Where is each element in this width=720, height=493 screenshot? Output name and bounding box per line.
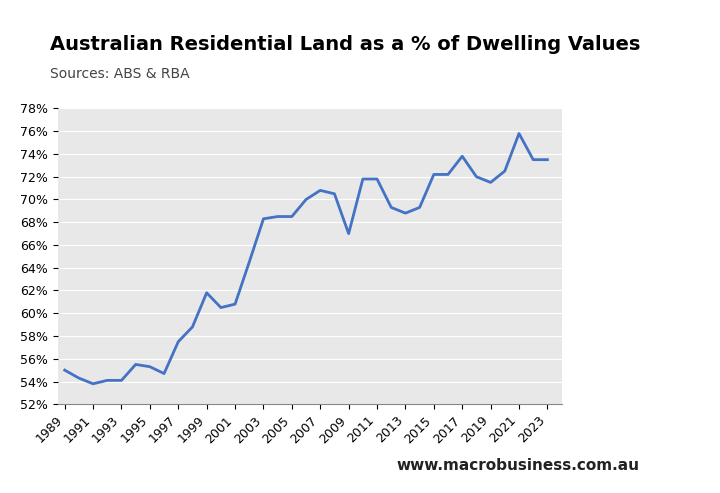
Text: BUSINESS: BUSINESS [595,73,687,91]
Text: www.macrobusiness.com.au: www.macrobusiness.com.au [396,458,639,473]
Text: Australian Residential Land as a % of Dwelling Values: Australian Residential Land as a % of Dw… [50,35,641,54]
Text: Sources: ABS & RBA: Sources: ABS & RBA [50,67,190,80]
Text: MACRO: MACRO [606,42,675,60]
